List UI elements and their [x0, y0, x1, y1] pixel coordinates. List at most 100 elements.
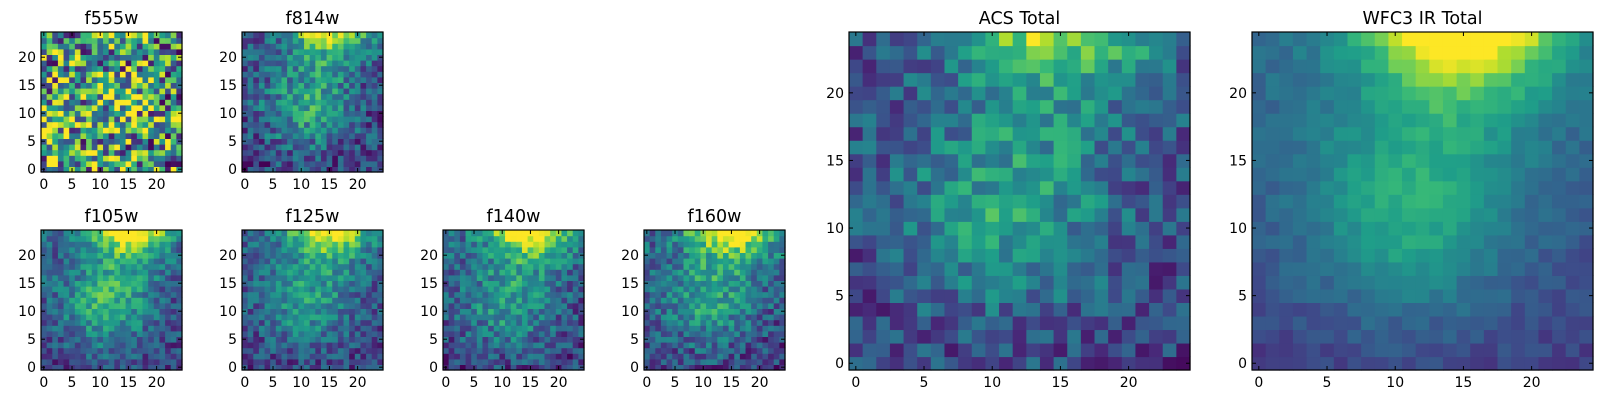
heatmap-cell [337, 258, 345, 265]
heatmap-cell [74, 104, 82, 111]
heatmap-cell [103, 116, 110, 123]
heatmap-cell [159, 37, 166, 44]
heatmap-cell [454, 274, 461, 281]
heatmap-cell [1080, 72, 1096, 87]
heatmap-cell [270, 48, 277, 55]
heatmap-cell [360, 99, 367, 106]
heatmap-cell [706, 319, 713, 326]
heatmap-cell [253, 99, 260, 106]
heatmap-cell [999, 329, 1014, 344]
heatmap-cell [343, 258, 350, 265]
heatmap-cell [320, 347, 328, 354]
heatmap-cell [728, 269, 735, 276]
heatmap-cell [1429, 288, 1444, 303]
heatmap-cell [655, 235, 662, 242]
heatmap-cell [958, 32, 973, 47]
heatmap-cell [1026, 221, 1041, 236]
heatmap-cell [459, 342, 467, 349]
heatmap-cell [91, 144, 98, 151]
heatmap-cell [41, 65, 48, 72]
heatmap-cell [114, 93, 121, 100]
heatmap-cell [114, 230, 121, 237]
heatmap-cell [773, 308, 780, 315]
heatmap-cell [349, 144, 356, 151]
heatmap-cell [275, 235, 283, 242]
heatmap-cell [343, 82, 350, 89]
heatmap-cell [521, 364, 529, 371]
heatmap-cell [86, 274, 93, 281]
heatmap-cell [538, 297, 546, 304]
heatmap-cell [114, 166, 121, 173]
heatmap-cell [298, 99, 305, 106]
heatmap-cell [366, 336, 373, 343]
heatmap-cell [1094, 32, 1109, 47]
heatmap-cell [876, 275, 891, 290]
heatmap-cell [366, 269, 373, 276]
heatmap-cell [332, 60, 339, 67]
heatmap-cell [700, 319, 707, 326]
heatmap-cell [876, 261, 891, 276]
heatmap-cell [1012, 288, 1027, 303]
heatmap-cell [52, 235, 59, 242]
heatmap-cell [1415, 342, 1430, 358]
heatmap-cell [270, 353, 277, 360]
heatmap-cell [666, 364, 673, 371]
heatmap-cell [903, 207, 918, 222]
heatmap-cell [287, 302, 294, 309]
heatmap-cell [672, 302, 679, 309]
heatmap-cell [1361, 315, 1376, 331]
heatmap-cell [287, 88, 294, 95]
heatmap-cell [958, 302, 973, 317]
heatmap-cell [768, 302, 775, 309]
heatmap-cell [510, 274, 517, 281]
heatmap-cell [1162, 59, 1177, 74]
heatmap-cell [999, 126, 1014, 141]
heatmap-cell [281, 280, 288, 287]
heatmap-cell [91, 71, 98, 78]
heatmap-cell [722, 274, 730, 281]
heatmap-cell [253, 71, 260, 78]
heatmap-cell [97, 252, 104, 259]
heatmap-cell [136, 252, 144, 259]
heatmap-cell [734, 364, 741, 371]
heatmap-cell [1565, 194, 1580, 209]
heatmap-cell [488, 252, 495, 259]
heatmap-cell [153, 358, 161, 365]
heatmap-cell [170, 263, 177, 270]
heatmap-cell [700, 297, 707, 304]
heatmap-cell [142, 336, 149, 343]
heatmap-cell [253, 121, 260, 128]
heatmap-cell [1026, 167, 1041, 182]
heatmap-cell [510, 280, 517, 287]
heatmap-cell [371, 138, 378, 145]
heatmap-cell [69, 269, 76, 276]
heatmap-cell [745, 274, 752, 281]
heatmap-cell [63, 297, 70, 304]
heatmap-cell [108, 330, 115, 337]
heatmap-cell [666, 342, 673, 349]
heatmap-cell [247, 364, 254, 371]
heatmap-cell [476, 347, 484, 354]
heatmap-cell [242, 297, 249, 304]
heatmap-cell [711, 336, 718, 343]
heatmap-cell [443, 286, 450, 293]
heatmap-cell [242, 43, 249, 50]
heatmap-cell [176, 48, 183, 55]
heatmap-cell [1565, 207, 1580, 222]
heatmap-cell [264, 269, 271, 276]
heatmap-cell [337, 252, 345, 259]
heatmap-cell [136, 155, 144, 162]
heatmap-cell [170, 336, 177, 343]
heatmap-cell [119, 116, 127, 123]
heatmap-cell [315, 93, 322, 100]
heatmap-cell [281, 246, 288, 253]
heatmap-cell [779, 302, 786, 309]
heatmap-cell [768, 325, 775, 332]
heatmap-cell [326, 258, 333, 265]
heatmap-cell [242, 99, 249, 106]
heatmap-cell [242, 302, 249, 309]
heatmap-cell [465, 347, 472, 354]
heatmap-cell [315, 155, 322, 162]
heatmap-cell [142, 269, 149, 276]
heatmap-cell [1552, 180, 1567, 195]
